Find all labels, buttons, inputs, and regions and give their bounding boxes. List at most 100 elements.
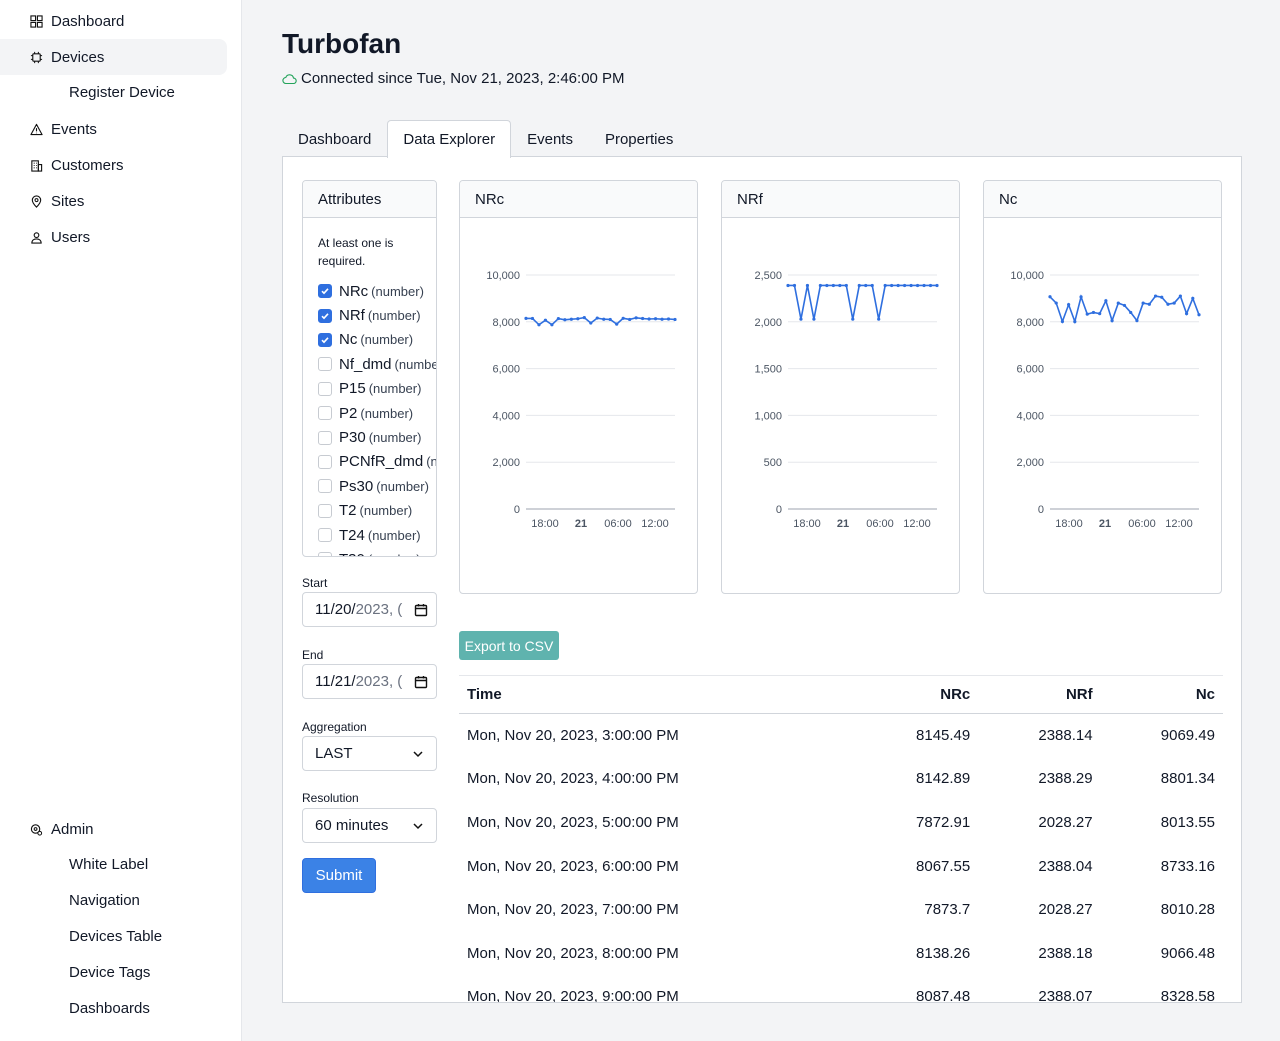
attribute-name: Nf_dmd (339, 355, 392, 373)
checkbox-icon[interactable] (318, 503, 332, 518)
checkbox-checked-icon[interactable] (318, 284, 332, 299)
connection-status: Connected since Tue, Nov 21, 2023, 2:46:… (282, 70, 625, 87)
attribute-type: (number) (367, 308, 421, 324)
x-tick-label: 18:00 (1055, 518, 1083, 530)
sidebar-item-events[interactable]: Events (0, 111, 227, 147)
sidebar-item-white-label[interactable]: White Label (69, 856, 149, 873)
data-point (673, 317, 677, 322)
attribute-name: PCNfR_dmd (339, 453, 424, 471)
table-cell: 7872.91 (916, 813, 971, 831)
column-header-time[interactable]: Time (459, 675, 856, 714)
attribute-type: (number) (359, 503, 413, 519)
attribute-type: (number) (368, 552, 421, 556)
data-point (1085, 312, 1089, 316)
attribute-checkbox-row[interactable]: P30 (number) (318, 425, 436, 449)
table-cell: 8010.28 (1160, 901, 1215, 919)
attribute-checkbox-row[interactable]: Nc (number) (318, 328, 436, 352)
tab-data-explorer[interactable]: Data Explorer (387, 120, 512, 158)
sidebar-item-admin[interactable]: Admin (0, 811, 227, 847)
tab-properties[interactable]: Properties (604, 131, 674, 148)
attribute-checkbox-row[interactable]: Nf_dmd(number) (318, 352, 436, 376)
data-point (595, 316, 599, 320)
aggregation-select[interactable]: LAST (302, 736, 437, 771)
start-date-input[interactable]: 11/20/2023, ( (302, 592, 437, 627)
data-point (805, 283, 810, 288)
checkbox-icon[interactable] (318, 381, 332, 396)
attribute-checkbox-row[interactable]: T2 (number) (318, 499, 436, 523)
end-date-input[interactable]: 11/21/2023, ( (302, 664, 437, 699)
checkbox-icon[interactable] (318, 479, 332, 494)
attributes-card[interactable]: Attributes At least one is required. NRc… (302, 180, 437, 557)
attribute-type: (number) (371, 283, 424, 299)
data-point (556, 316, 560, 321)
sidebar-item-devices-table[interactable]: Devices Table (69, 928, 163, 945)
sidebar-item-register-device[interactable]: Register Device (69, 84, 175, 101)
attributes-note: At least one is required. (318, 236, 394, 268)
attribute-checkbox-row[interactable]: NRf (number) (318, 303, 436, 327)
table-cell: 8087.48 (916, 988, 971, 1003)
sidebar-item-label: Users (51, 228, 91, 246)
sidebar-item-device-tags[interactable]: Device Tags (69, 964, 151, 981)
attribute-checkbox-row[interactable]: T24 (number) (318, 523, 436, 547)
data-point (818, 283, 822, 288)
x-tick-label: 21 (575, 518, 587, 530)
checkbox-icon[interactable] (318, 528, 332, 543)
data-point (543, 318, 548, 322)
data-point (890, 283, 894, 288)
chart-nc: 10,000 8,000 6,000 4,000 2,000 0 18:00 21 06:00 1… (1010, 270, 1201, 530)
data-point (537, 323, 541, 327)
chevron-down-icon (413, 823, 423, 830)
sidebar-item-dashboard[interactable]: Dashboard (0, 3, 227, 39)
checkbox-icon[interactable] (318, 454, 332, 469)
sidebar-item-users[interactable]: Users (0, 219, 227, 255)
data-point (1191, 296, 1195, 300)
attribute-name: Ps30 (339, 477, 374, 495)
checkbox-checked-icon[interactable] (318, 308, 332, 323)
attribute-checkbox-row[interactable]: NRc (number) (318, 279, 436, 303)
sidebar-item-label: Devices (51, 48, 105, 66)
table-cell: Mon, Nov 20, 2023, 5:00:00 PM (467, 813, 679, 831)
checkbox-icon[interactable] (318, 357, 332, 372)
table-row: Mon, Nov 20, 2023, 6:00:00 PM 8067.55 2388… (459, 844, 1223, 888)
sidebar-item-navigation[interactable]: Navigation (69, 892, 140, 909)
sidebar-item-dashboards[interactable]: Dashboards (69, 1000, 150, 1017)
attribute-checkbox-row[interactable]: Ps30 (number) (318, 474, 436, 498)
data-point (1104, 299, 1108, 303)
attribute-name: P15 (339, 380, 366, 398)
calendar-icon[interactable] (414, 675, 428, 689)
data-point (1153, 294, 1158, 298)
table-cell: 9069.49 (1160, 727, 1215, 745)
table-cell: 8801.34 (1160, 770, 1215, 788)
sidebar-item-customers[interactable]: Customers (0, 147, 227, 183)
attribute-name: NRc (339, 282, 369, 300)
checkbox-icon[interactable] (318, 552, 332, 556)
data-point (928, 283, 933, 288)
checkbox-icon[interactable] (318, 430, 332, 445)
resolution-select[interactable]: 60 minutes (302, 808, 437, 843)
export-csv-button[interactable]: Export to CSV (459, 631, 559, 660)
table-row: Mon, Nov 20, 2023, 3:00:00 PM 8145.49 2388… (459, 714, 1223, 758)
submit-button[interactable]: Submit (302, 858, 376, 893)
y-tick-label: 0 (776, 504, 782, 516)
y-tick-label: 4,000 (1016, 410, 1044, 422)
table-row: Mon, Nov 20, 2023, 7:00:00 PM 7873.7 2028.… (459, 888, 1223, 932)
attribute-checkbox-row[interactable]: T30(number) (318, 547, 436, 556)
column-header-nc[interactable]: Nc (1100, 675, 1223, 714)
sidebar-item-devices[interactable]: Devices (0, 39, 227, 75)
data-point (550, 323, 554, 327)
checkbox-checked-icon[interactable] (318, 332, 332, 347)
calendar-icon[interactable] (414, 603, 428, 617)
column-header-nrc[interactable]: NRc (855, 675, 979, 714)
tab-events[interactable]: Events (527, 131, 573, 148)
checkbox-icon[interactable] (318, 406, 332, 421)
y-tick-label: 2,000 (1016, 457, 1044, 469)
attribute-checkbox-row[interactable]: PCNfR_dmd(number) (318, 450, 436, 474)
sidebar-item-sites[interactable]: Sites (0, 183, 227, 219)
attribute-checkbox-row[interactable]: P2 (number) (318, 401, 436, 425)
tab-dashboard[interactable]: Dashboard (298, 131, 372, 148)
chart-card-nrf: NRf 2,500 2,000 1,500 1,000 500 0 18:00 21 06:00… (721, 180, 960, 594)
data-point (1079, 295, 1083, 299)
y-tick-label: 2,000 (492, 457, 520, 469)
column-header-nrf[interactable]: NRf (978, 675, 1101, 714)
attribute-checkbox-row[interactable]: P15 (number) (318, 377, 436, 401)
